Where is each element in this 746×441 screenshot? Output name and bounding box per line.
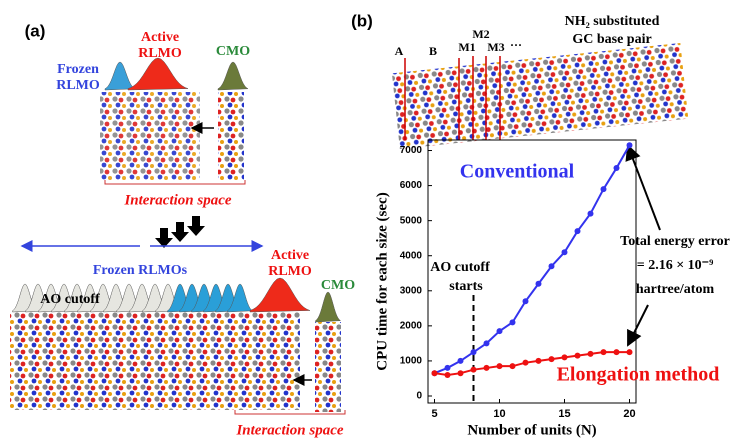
bracket — [105, 180, 245, 184]
point — [471, 367, 477, 373]
x-tick-label: 15 — [558, 408, 570, 420]
point — [484, 340, 490, 346]
molecule — [10, 312, 300, 410]
y-tick-label: 6000 — [400, 180, 423, 191]
y-tick-label: 4000 — [400, 250, 423, 261]
point — [562, 354, 568, 360]
panel-label: (b) — [351, 11, 373, 30]
point — [523, 298, 529, 304]
annotation: Total energy error — [620, 234, 730, 249]
point — [575, 228, 581, 234]
label: RLMO — [268, 264, 312, 279]
y-tick-label: 3000 — [400, 285, 423, 296]
point — [445, 365, 451, 371]
label: Interaction space — [123, 192, 231, 208]
down-arrows — [155, 216, 205, 248]
label: M3 — [487, 40, 504, 54]
label: RLMO — [56, 78, 100, 93]
series-label: Conventional — [460, 161, 575, 183]
annotation: = 2.16 × 10⁻⁹ — [637, 258, 714, 273]
point — [627, 142, 633, 148]
label: ··· — [510, 38, 522, 52]
molecule — [218, 92, 244, 180]
y-tick-label: 7000 — [400, 145, 423, 156]
label: Interaction space — [235, 422, 343, 438]
annotation: AO cutoff — [430, 260, 490, 275]
figure: (a) Frozen RLMO Active RLMO CMO Interact… — [0, 0, 746, 441]
label: NH₂ substituted — [565, 14, 660, 29]
label: Active — [141, 30, 179, 45]
diagram — [10, 43, 688, 414]
y-tick-label: 5000 — [400, 215, 423, 226]
point — [575, 353, 581, 359]
label: Frozen RLMOs — [93, 263, 188, 278]
label: Active — [271, 248, 309, 263]
point — [497, 328, 503, 334]
x-axis-label: Number of units (N) — [467, 422, 596, 438]
label: AO cutoff — [40, 292, 100, 307]
point — [510, 319, 516, 325]
point — [484, 365, 490, 371]
point — [614, 349, 620, 355]
x-tick-label: 20 — [623, 408, 635, 420]
point — [458, 358, 464, 364]
label: M1 — [458, 40, 475, 54]
arrow — [628, 305, 648, 345]
point — [536, 358, 542, 364]
x-tick-label: 5 — [431, 408, 437, 420]
orbital — [316, 292, 341, 322]
annotation: starts — [449, 279, 483, 294]
annotation: hartree/atom — [636, 282, 715, 297]
label: B — [429, 44, 437, 58]
point — [432, 370, 438, 376]
point — [627, 349, 633, 355]
point — [562, 249, 568, 255]
orbital — [218, 62, 248, 90]
molecule — [315, 322, 341, 412]
series-label: Elongation method — [557, 364, 720, 386]
molecule — [392, 43, 688, 149]
panel-label: (a) — [25, 21, 46, 40]
point — [601, 349, 607, 355]
point — [549, 356, 555, 362]
molecule — [100, 92, 200, 180]
y-tick-label: 2000 — [400, 320, 423, 331]
label: Frozen — [57, 62, 99, 77]
y-tick-label: 0 — [416, 391, 422, 402]
point — [588, 351, 594, 357]
orbital — [128, 58, 188, 90]
orbital — [250, 278, 310, 312]
point — [614, 165, 620, 171]
y-tick-label: 1000 — [400, 356, 423, 367]
label: M2 — [472, 27, 489, 41]
point — [601, 186, 607, 192]
label: CMO — [321, 278, 355, 293]
point — [588, 211, 594, 217]
y-axis-label: CPU time for each size (sec) — [374, 192, 390, 370]
point — [497, 363, 503, 369]
arrow — [628, 146, 660, 230]
point — [458, 370, 464, 376]
point — [549, 263, 555, 269]
x-tick-label: 10 — [493, 408, 505, 420]
point — [536, 281, 542, 287]
label: CMO — [216, 44, 250, 59]
label: RLMO — [138, 46, 182, 61]
point — [510, 363, 516, 369]
point — [523, 360, 529, 366]
point — [445, 372, 451, 378]
point — [471, 349, 477, 355]
orbital — [105, 62, 135, 90]
label: GC base pair — [572, 32, 651, 47]
label: A — [395, 44, 404, 58]
